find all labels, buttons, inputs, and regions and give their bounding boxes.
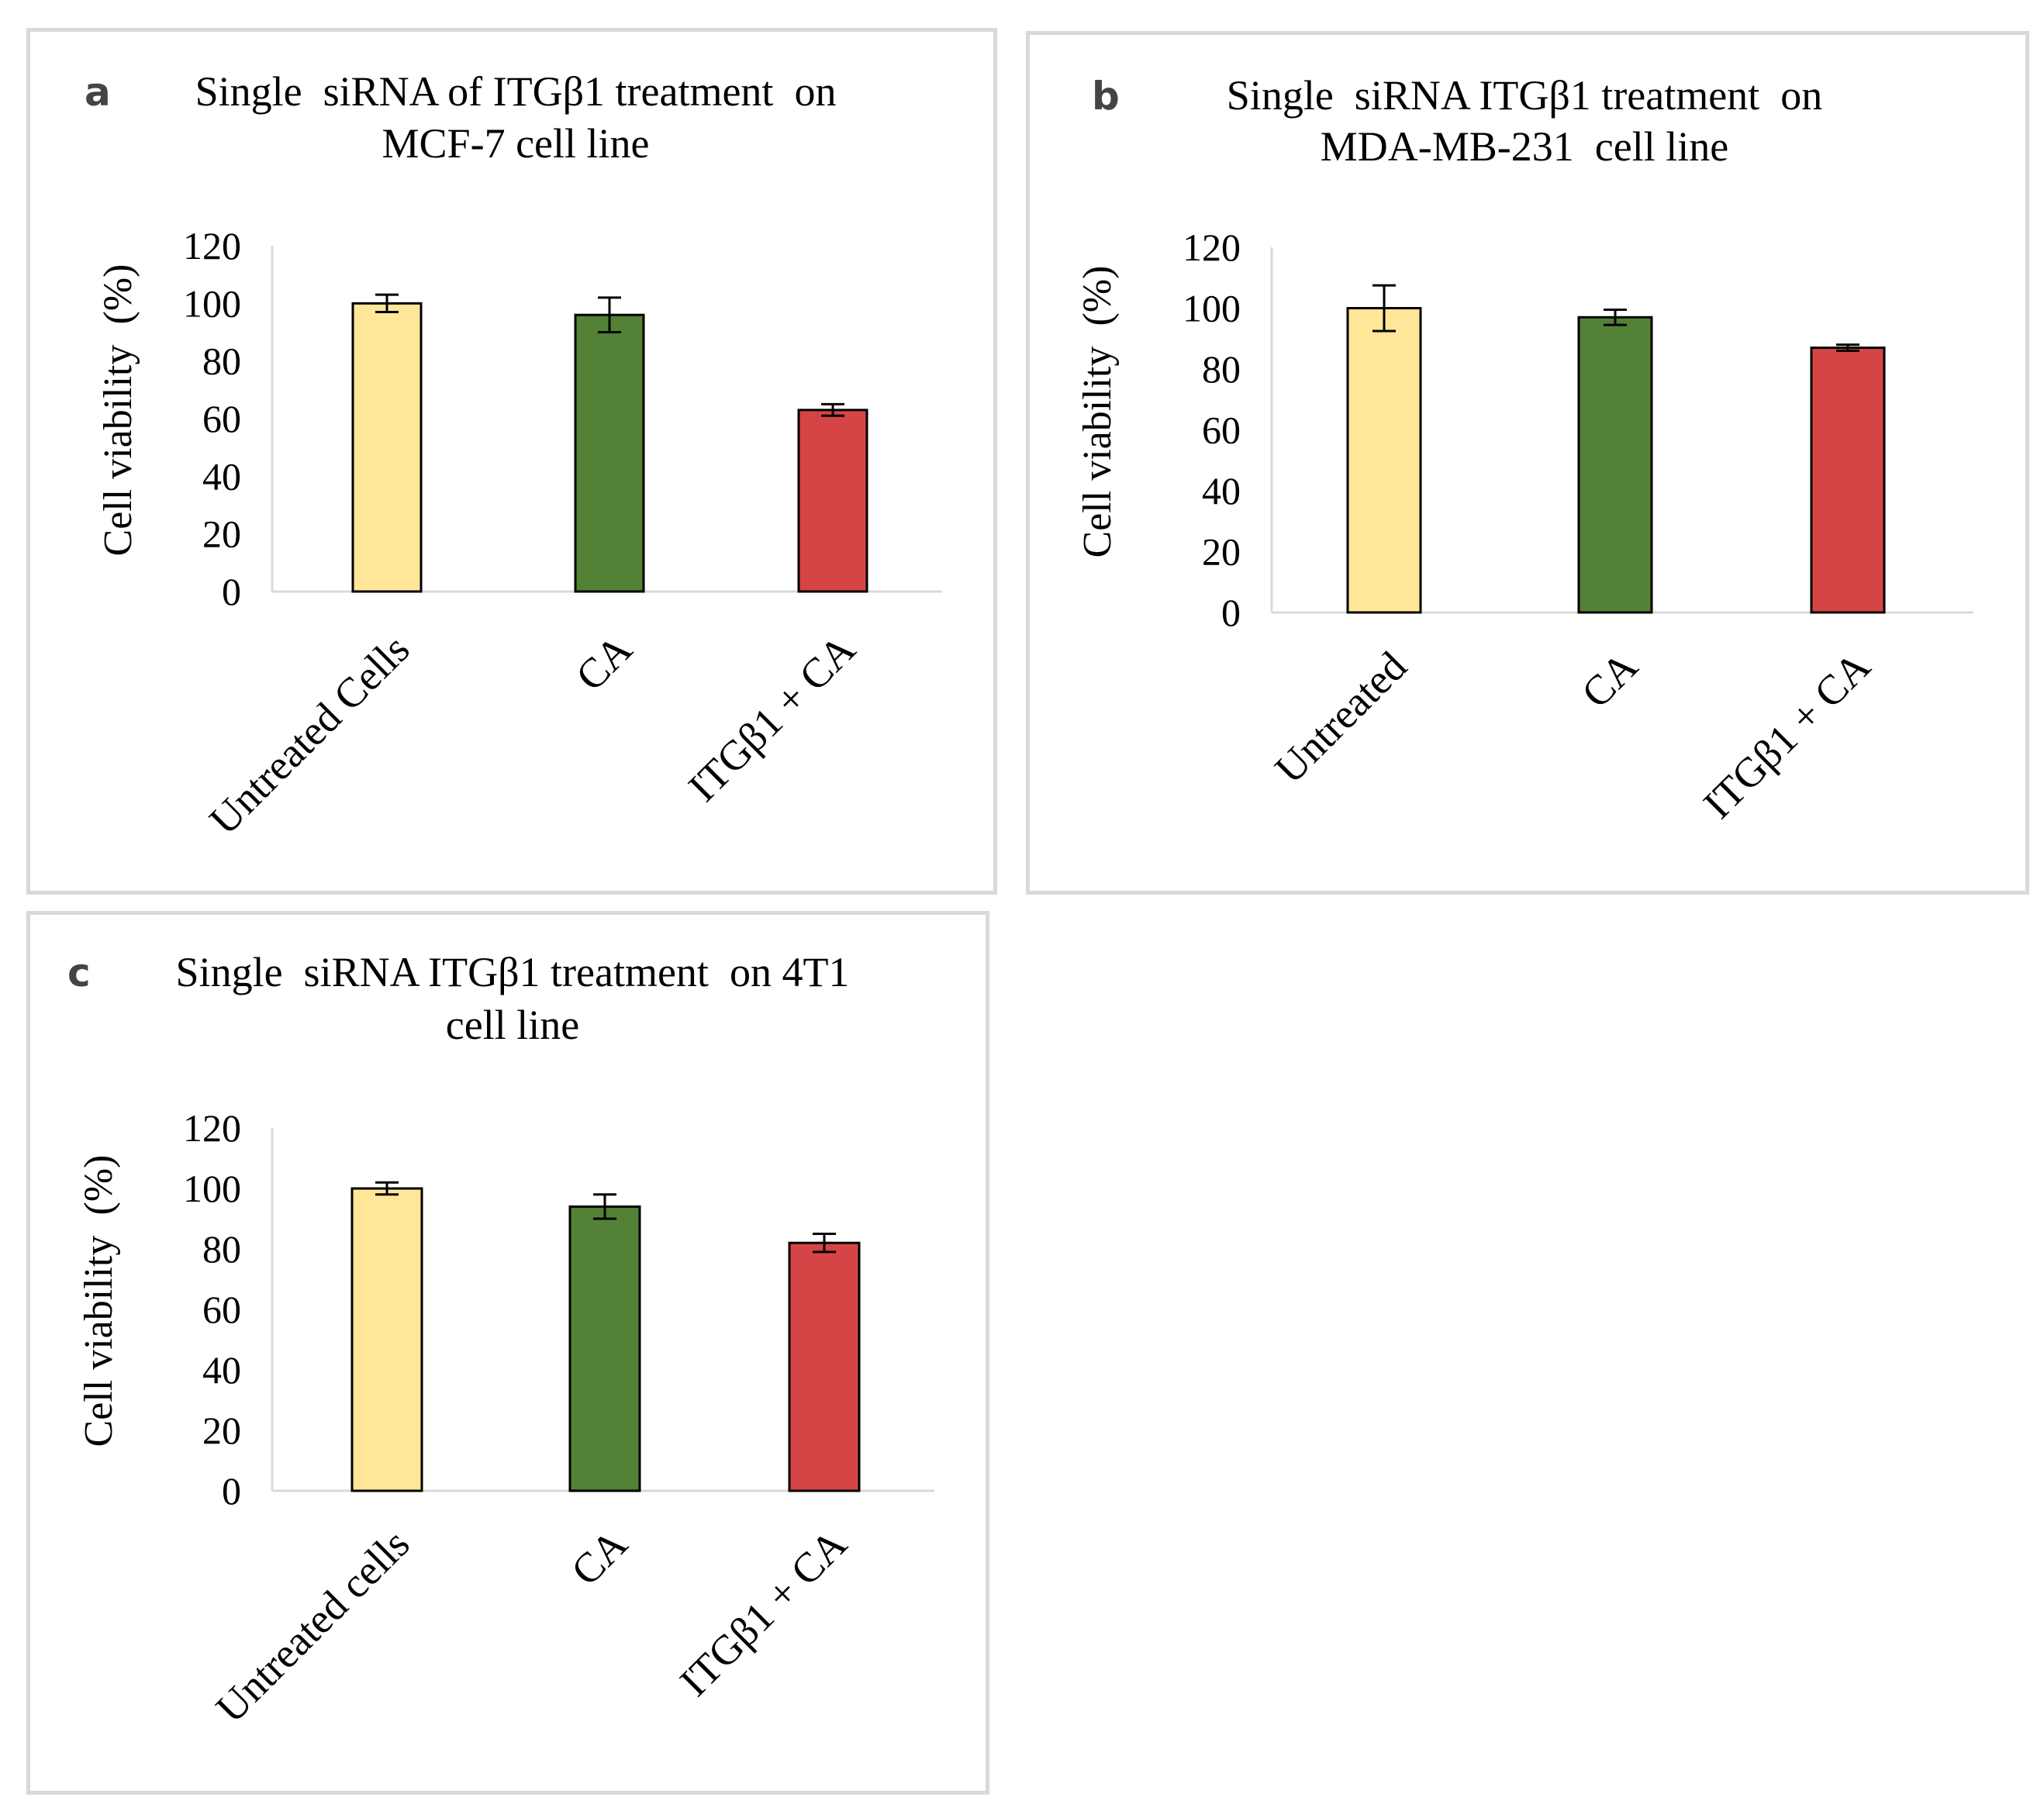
y-tick-label: 60 bbox=[202, 1288, 241, 1331]
y-axis-label: Cell viability (%) bbox=[96, 264, 140, 557]
bar-chart-c: c Single siRNA ITGβ1 treatment on 4T1 cell… bbox=[67, 949, 934, 1732]
y-tick-label: 60 bbox=[202, 397, 241, 440]
y-tick-label: 40 bbox=[202, 1348, 241, 1392]
y-tick-label: 40 bbox=[202, 454, 241, 498]
y-tick-label: 100 bbox=[183, 281, 241, 325]
y-tick-label: 20 bbox=[202, 1409, 241, 1452]
chart-title-line: cell line bbox=[446, 1002, 579, 1048]
y-tick-label: 100 bbox=[1183, 287, 1241, 330]
chart-title-line: MDA-MB-231 cell line bbox=[1321, 123, 1728, 170]
bar bbox=[797, 409, 868, 593]
bar-chart-b: b Single siRNA ITGβ1 treatment onMDA-MB-2… bbox=[1076, 72, 1973, 827]
bar bbox=[574, 313, 645, 593]
category-label: CA bbox=[567, 626, 640, 699]
bar bbox=[1346, 307, 1422, 614]
panel-letter: b bbox=[1092, 74, 1120, 119]
chart-panel-c: c Single siRNA ITGβ1 treatment on 4T1 cell… bbox=[26, 911, 989, 1795]
bar bbox=[788, 1241, 861, 1492]
y-tick-label: 80 bbox=[202, 340, 241, 383]
error-bar bbox=[821, 402, 844, 417]
y-tick-label: 0 bbox=[222, 570, 241, 613]
chart-title-line: Single siRNA of ITGβ1 treatment on bbox=[195, 68, 837, 115]
category-label: ITGβ1 + CA bbox=[679, 626, 864, 810]
panel-letter: a bbox=[85, 70, 111, 115]
chart-title-line: Single siRNA ITGβ1 treatment on bbox=[1227, 72, 1822, 119]
chart-title-line: Single siRNA ITGβ1 treatment on 4T1 bbox=[176, 949, 850, 995]
y-tick-label: 40 bbox=[1202, 469, 1241, 512]
bar bbox=[351, 302, 423, 593]
y-tick-label: 80 bbox=[1202, 347, 1241, 391]
y-tick-label: 60 bbox=[1202, 409, 1241, 452]
y-axis-label: Cell viability (%) bbox=[1076, 266, 1120, 558]
error-bar bbox=[375, 293, 399, 313]
y-tick-label: 120 bbox=[183, 224, 241, 267]
error-bar bbox=[593, 1193, 616, 1220]
bar bbox=[1810, 347, 1886, 614]
panel-letter: c bbox=[67, 950, 91, 995]
category-label: ITGβ1 + CA bbox=[671, 1520, 855, 1705]
y-tick-label: 0 bbox=[222, 1469, 241, 1513]
y-tick-label: 20 bbox=[202, 512, 241, 556]
y-tick-label: 20 bbox=[1202, 530, 1241, 574]
chart-panel-b: b Single siRNA ITGβ1 treatment on MDA-MB-2… bbox=[1026, 31, 2029, 895]
bar bbox=[350, 1187, 423, 1492]
category-label: Untreated bbox=[1266, 643, 1416, 792]
error-bar bbox=[1836, 343, 1859, 352]
error-bar bbox=[813, 1233, 836, 1254]
category-label: ITGβ1 + CA bbox=[1694, 643, 1879, 827]
category-label: Untreated cells bbox=[207, 1520, 418, 1731]
y-tick-label: 100 bbox=[183, 1167, 241, 1210]
error-bar bbox=[1604, 308, 1627, 326]
bar-chart-a: a Single siRNA of ITGβ1 treatment on MCF-7… bbox=[85, 68, 942, 843]
error-bar bbox=[375, 1181, 399, 1196]
error-bar bbox=[598, 296, 621, 333]
category-label: CA bbox=[1573, 643, 1646, 716]
category-label: CA bbox=[562, 1520, 636, 1594]
chart-panel-a: a Single siRNA of ITGβ1 treatment on MCF-7… bbox=[26, 28, 997, 895]
bar bbox=[1577, 316, 1653, 614]
y-tick-label: 120 bbox=[183, 1106, 241, 1150]
error-bar bbox=[1372, 284, 1396, 333]
y-axis-label: Cell viability (%) bbox=[77, 1155, 121, 1447]
category-label: Untreated Cells bbox=[200, 626, 418, 843]
chart-title-line: MCF-7 cell line bbox=[382, 120, 650, 167]
bar bbox=[568, 1205, 641, 1492]
y-tick-label: 0 bbox=[1221, 591, 1241, 634]
y-tick-label: 80 bbox=[202, 1227, 241, 1271]
y-tick-label: 120 bbox=[1183, 226, 1241, 269]
